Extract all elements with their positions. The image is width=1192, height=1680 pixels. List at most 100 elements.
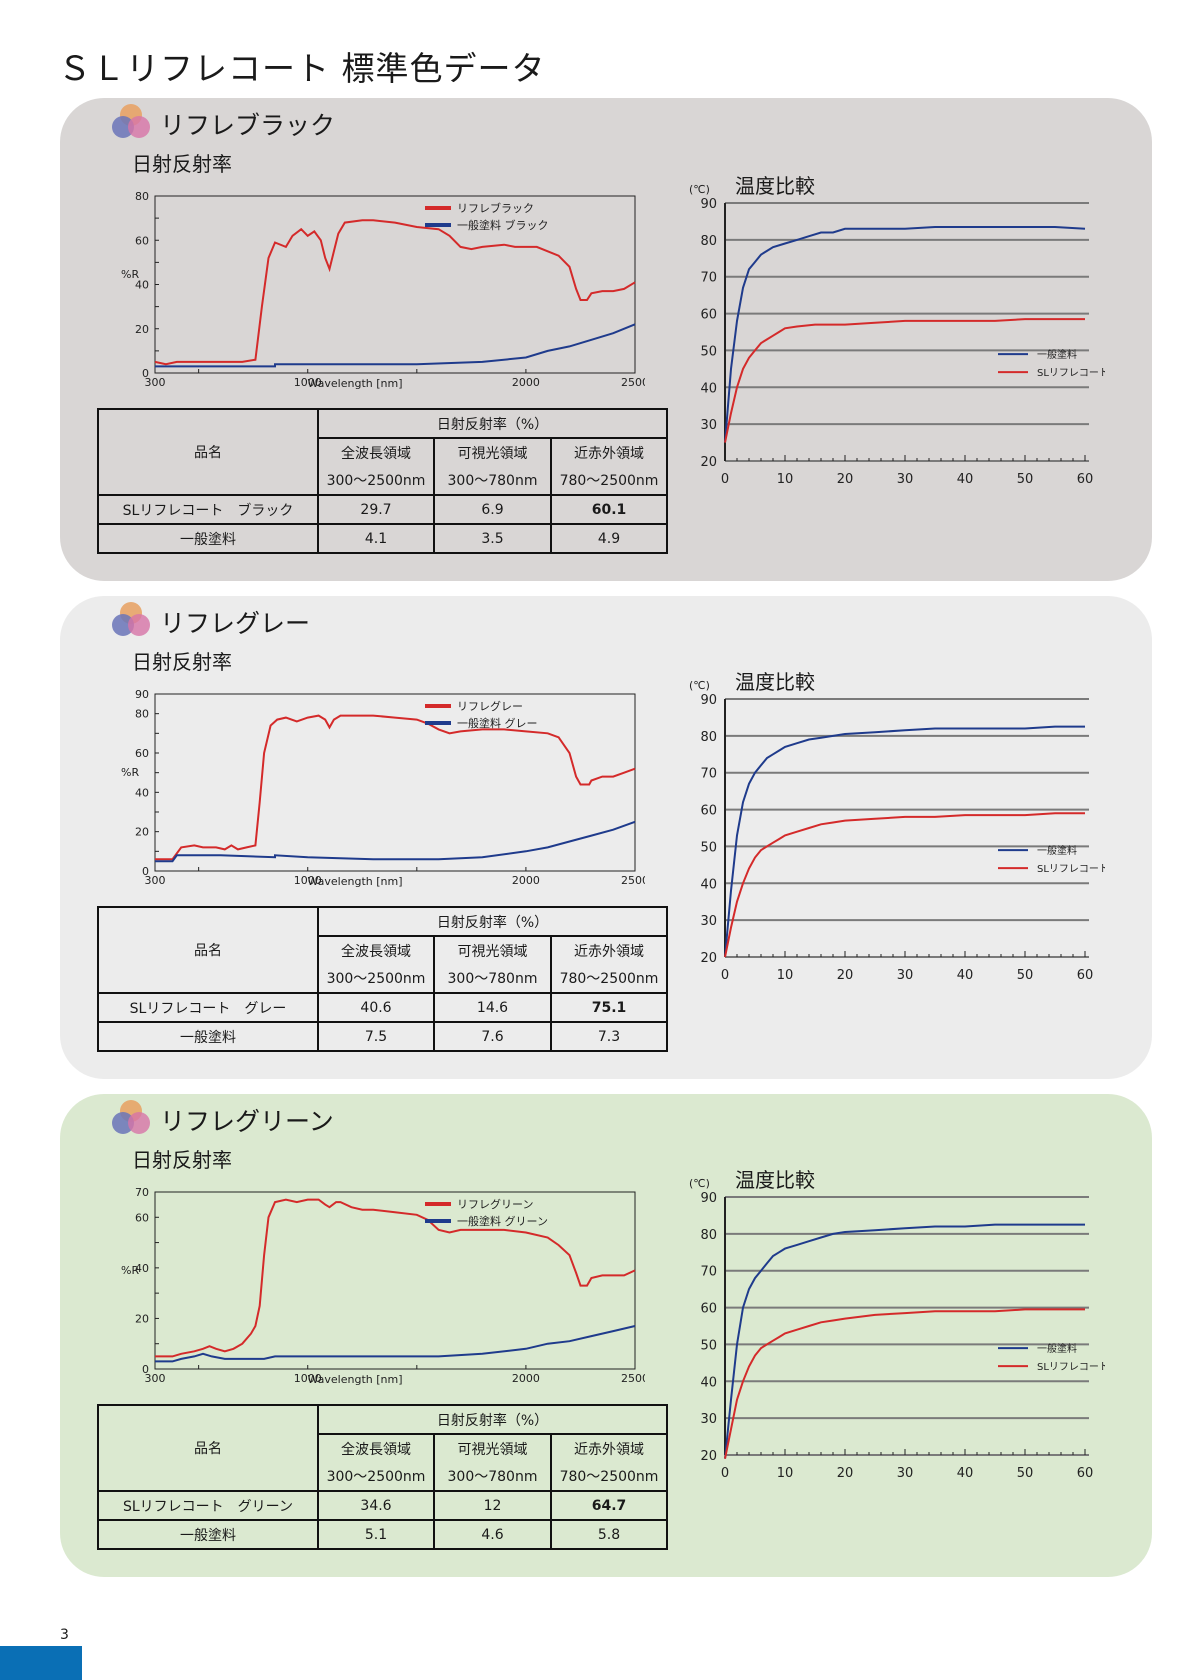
temp-x-tick-label: 0	[721, 1466, 729, 1481]
row-value: 12	[433, 1490, 552, 1521]
temp-legend-label: SLリフレコート	[1037, 864, 1105, 875]
x-tick-label: 2500	[621, 874, 645, 887]
temp-y-unit: (℃)	[689, 1177, 710, 1190]
temp-x-tick-label: 0	[721, 472, 729, 487]
y-tick-label: 40	[135, 1262, 149, 1275]
temp-x-tick-label: 20	[837, 968, 854, 983]
spectrum-series-line-0	[154, 219, 636, 366]
column-name: 近赤外領域	[550, 935, 668, 965]
temp-x-tick-label: 30	[897, 472, 914, 487]
group-header: 日射反射率（%）	[317, 905, 668, 938]
temp-y-tick-label: 90	[700, 1191, 717, 1206]
temp-y-tick-label: 20	[700, 455, 717, 470]
x-tick-label: 2500	[621, 1372, 645, 1385]
product-header: 品名	[97, 408, 319, 496]
reflectance-spectrum-chart: 0 20 40 60 80 90 300 1000 2000 2500 Wavelength [nm…	[121, 688, 645, 888]
reflectance-spectrum-chart: 0 20 40 60 80 300 1000 2000 2500 Wavelength [nm]%…	[121, 190, 645, 390]
row-value: 40.6	[317, 992, 435, 1023]
row-value: 3.5	[433, 523, 552, 554]
y-tick-label: 20	[135, 1312, 149, 1325]
column-name: 可視光領域	[433, 1433, 552, 1463]
y-tick-label: 40	[135, 279, 149, 292]
temp-x-tick-label: 20	[837, 1466, 854, 1481]
spectrum-series-line-1	[155, 1325, 636, 1363]
temp-y-tick-label: 80	[700, 1228, 717, 1243]
x-tick-label: 1000	[294, 376, 322, 389]
spectrum-series-line-0	[155, 714, 636, 861]
temp-y-tick-label: 70	[700, 1265, 717, 1280]
section-title: リフレグリーン	[160, 1107, 334, 1136]
column-name: 近赤外領域	[550, 437, 668, 467]
row-label: SLリフレコート グリーン	[97, 1490, 319, 1521]
x-tick-label: 2000	[512, 1372, 540, 1385]
temp-y-tick-label: 60	[700, 1302, 717, 1317]
row-value: 7.5	[317, 1021, 435, 1052]
temp-y-tick-label: 50	[700, 1338, 717, 1353]
section-title: リフレグレー	[160, 609, 311, 638]
temperature-heading: 温度比較	[735, 174, 815, 198]
temp-x-tick-label: 30	[897, 1466, 914, 1481]
temp-legend-label: 一般塗料	[1037, 1342, 1077, 1355]
temp-x-tick-label: 60	[1077, 1466, 1094, 1481]
temperature-comparison-chart: 20304050607080900102030405060(分)(℃)一般塗料S…	[689, 183, 1105, 487]
plot-frame	[154, 1191, 636, 1370]
temp-y-tick-label: 90	[700, 197, 717, 212]
y-tick-label: 90	[135, 688, 149, 701]
table-row: SLリフレコート グレー 40.6 14.6 75.1	[97, 992, 668, 1023]
temperature-comparison-chart: 20304050607080900102030405060(分)(℃)一般塗料S…	[689, 679, 1105, 983]
column-range: 300〜2500nm	[317, 466, 435, 497]
y-tick-label: 60	[135, 1211, 149, 1224]
column-range: 300〜780nm	[433, 964, 552, 995]
temp-y-tick-label: 90	[700, 693, 717, 708]
temp-y-tick-label: 40	[700, 1375, 717, 1390]
row-value: 6.9	[433, 494, 552, 525]
y-tick-label: 70	[135, 1186, 149, 1199]
temp-x-tick-label: 60	[1077, 968, 1094, 983]
row-value: 5.8	[550, 1519, 668, 1550]
temp-y-tick-label: 30	[700, 1412, 717, 1427]
table-row: SLリフレコート ブラック 29.7 6.9 60.1	[97, 494, 668, 525]
page-number: 3	[60, 1627, 69, 1643]
column-range: 780〜2500nm	[550, 466, 668, 497]
x-axis-label: Wavelength [nm]	[307, 875, 402, 888]
row-value: 4.1	[317, 523, 435, 554]
y-axis-label: %R	[121, 268, 139, 281]
table-row: 一般塗料 4.1 3.5 4.9	[97, 523, 668, 554]
temp-series-line-1	[724, 1308, 1085, 1459]
temp-x-tick-label: 0	[721, 968, 729, 983]
column-name: 近赤外領域	[550, 1433, 668, 1463]
temp-series-line-0	[724, 1223, 1085, 1459]
column-name: 可視光領域	[433, 437, 552, 467]
column-range: 300〜2500nm	[317, 1462, 435, 1493]
row-label: 一般塗料	[97, 1021, 319, 1052]
row-value: 5.1	[317, 1519, 435, 1550]
column-name: 可視光領域	[433, 935, 552, 965]
brand-logo-icon	[112, 104, 150, 138]
column-range: 780〜2500nm	[550, 964, 668, 995]
table-row: 一般塗料 7.5 7.6 7.3	[97, 1021, 668, 1052]
temp-legend-label: 一般塗料	[1037, 348, 1077, 361]
section-title: リフレブラック	[160, 111, 336, 140]
page-corner-tab	[0, 1646, 82, 1680]
column-range: 300〜2500nm	[317, 964, 435, 995]
y-tick-label: 40	[135, 786, 149, 799]
table-row: SLリフレコート グリーン 34.6 12 64.7	[97, 1490, 668, 1521]
column-range: 780〜2500nm	[550, 1462, 668, 1493]
temperature-heading: 温度比較	[735, 1168, 815, 1192]
group-header: 日射反射率（%）	[317, 1403, 668, 1436]
reflectance-table: 品名 日射反射率（%） 全波長領域 可視光領域 近赤外領域 300〜2500nm 300〜7…	[97, 1403, 668, 1550]
y-tick-label: 60	[135, 747, 149, 760]
temperature-heading: 温度比較	[735, 670, 815, 694]
y-tick-label: 60	[135, 234, 149, 247]
temp-y-tick-label: 60	[700, 804, 717, 819]
temp-x-tick-label: 50	[1017, 968, 1034, 983]
table-row: 一般塗料 5.1 4.6 5.8	[97, 1519, 668, 1550]
temp-y-tick-label: 20	[700, 1449, 717, 1464]
temp-y-tick-label: 50	[700, 344, 717, 359]
reflectance-heading: 日射反射率	[132, 1148, 232, 1172]
row-value: 75.1	[550, 992, 668, 1023]
legend-label: 一般塗料 ブラック	[457, 218, 549, 232]
temp-y-tick-label: 20	[700, 951, 717, 966]
temp-y-tick-label: 50	[700, 840, 717, 855]
temp-series-line-0	[724, 226, 1086, 443]
